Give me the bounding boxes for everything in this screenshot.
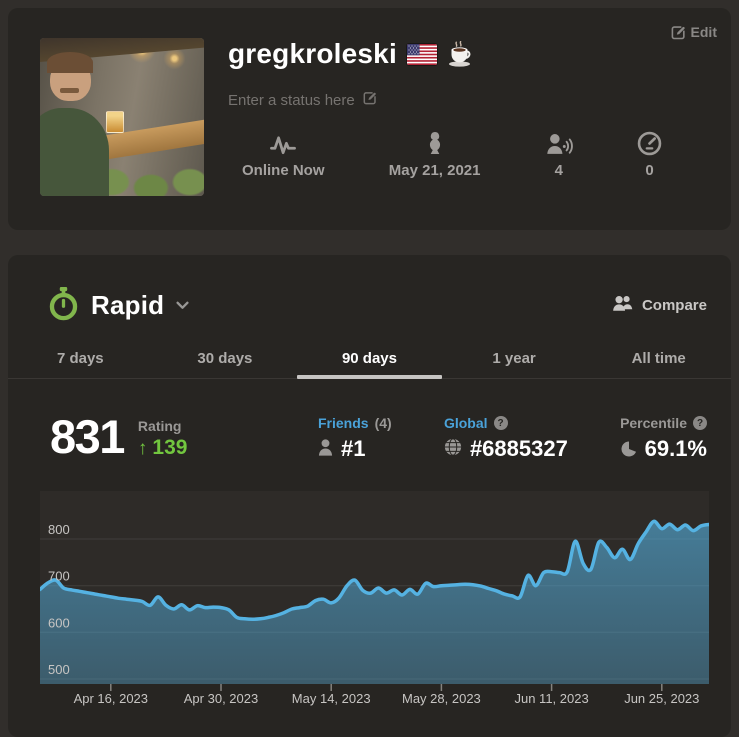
friends-rank-column: Friends (4) #1 — [318, 415, 392, 462]
avatar[interactable] — [40, 38, 204, 196]
friends-rank-value: #1 — [341, 436, 366, 461]
compare-label: Compare — [641, 297, 707, 314]
rapid-stopwatch-icon — [48, 287, 79, 324]
tab-90-days[interactable]: 90 days — [297, 342, 442, 379]
person-icon — [318, 436, 333, 462]
speedometer-icon — [637, 129, 662, 156]
stat-views-count: 0 — [637, 129, 662, 179]
svg-text:Jun 11, 2023: Jun 11, 2023 — [514, 691, 588, 706]
mode-label: Rapid — [91, 290, 165, 320]
friends-icon — [545, 129, 573, 156]
status-placeholder: Enter a status here — [228, 91, 355, 109]
rating-label: Rating — [137, 418, 182, 434]
compare-people-icon — [611, 295, 634, 316]
profile-card: Edit gregkroleski — [8, 8, 731, 230]
rating-change: ↑ 139 — [138, 436, 188, 460]
svg-text:600: 600 — [48, 615, 70, 630]
profile-edit-button[interactable]: Edit — [671, 24, 717, 40]
tab-7-days[interactable]: 7 days — [56, 350, 104, 367]
edit-icon — [671, 25, 686, 40]
avatar-drink-glass — [105, 110, 124, 134]
profile-stats-row: Online Now May 21, 2021 — [242, 129, 662, 179]
edit-icon — [363, 91, 377, 109]
rating-chart: 500 600 700 800 Apr 16, 2023 Apr 30, 2023 May … — [40, 491, 709, 712]
coffee-icon — [447, 41, 474, 67]
stat-join-date: May 21, 2021 — [389, 129, 481, 179]
status-input[interactable]: Enter a status here — [228, 91, 705, 109]
us-flag-icon — [406, 43, 437, 65]
globe-icon — [444, 436, 462, 462]
percentile-column: Percentile ? 69.1% — [620, 415, 707, 462]
svg-text:Apr 16, 2023: Apr 16, 2023 — [74, 691, 148, 706]
rating-stats-card: Rapid Compare — [8, 255, 731, 737]
game-mode-selector[interactable]: Rapid — [48, 287, 189, 324]
rating-change-value: 139 — [152, 436, 188, 459]
up-arrow-icon: ↑ — [137, 437, 148, 459]
rating-summary: 831 Rating ↑ 139 — [50, 410, 318, 463]
svg-text:800: 800 — [48, 522, 70, 537]
stat-online-status: Online Now — [242, 129, 325, 179]
rating-summary-row: 831 Rating ↑ 139 Friends (4) — [8, 379, 731, 462]
help-icon[interactable]: ? — [693, 416, 707, 430]
global-rank-column: Global ? — [444, 415, 568, 462]
tab-all-time[interactable]: All time — [631, 350, 686, 367]
global-link[interactable]: Global — [443, 415, 488, 431]
profile-main: gregkroleski — [228, 38, 705, 179]
svg-text:May 28, 2023: May 28, 2023 — [402, 691, 481, 706]
svg-text:Jun 25, 2023: Jun 25, 2023 — [624, 691, 699, 706]
pulse-icon — [269, 129, 297, 156]
percentile-label: Percentile — [620, 415, 687, 431]
pawn-icon — [424, 129, 446, 156]
username: gregkroleski — [228, 38, 397, 69]
svg-text:May 14, 2023: May 14, 2023 — [292, 691, 371, 706]
svg-text:700: 700 — [48, 569, 70, 584]
svg-text:Apr 30, 2023: Apr 30, 2023 — [184, 691, 258, 706]
friends-link[interactable]: Friends — [318, 415, 369, 431]
rating-value: 831 — [50, 410, 125, 463]
friends-count: (4) — [374, 415, 392, 431]
edit-label: Edit — [690, 24, 717, 40]
pie-chart-icon — [621, 441, 637, 457]
percentile-value: 69.1% — [644, 436, 707, 461]
global-rank-value: #6885327 — [469, 436, 568, 461]
compare-button[interactable]: Compare — [611, 295, 707, 316]
time-range-tabs: 7 days 30 days 90 days 1 year All time — [8, 342, 731, 379]
avatar-person-hair — [47, 52, 94, 73]
stat-friends-count[interactable]: 4 — [545, 129, 573, 179]
mode-header: Rapid Compare — [8, 255, 731, 324]
rank-columns: Friends (4) #1 — [318, 415, 707, 462]
tab-30-days[interactable]: 30 days — [197, 350, 253, 367]
avatar-person-body — [40, 107, 109, 196]
tab-1-year[interactable]: 1 year — [492, 350, 536, 367]
chevron-down-icon — [176, 298, 189, 313]
username-row: gregkroleski — [228, 38, 705, 70]
help-icon[interactable]: ? — [493, 416, 508, 430]
svg-text:500: 500 — [48, 662, 70, 677]
avatar-person-mustache — [59, 87, 80, 94]
